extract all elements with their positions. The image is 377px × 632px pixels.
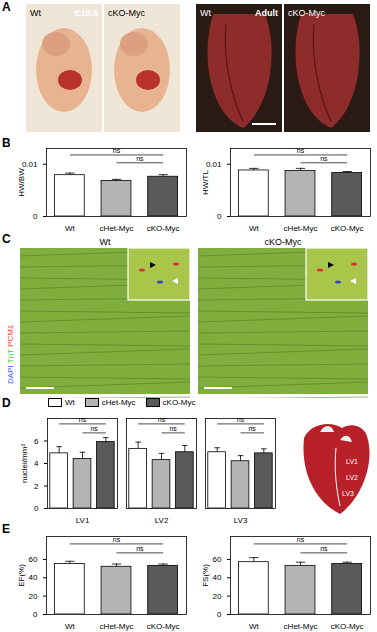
svg-text:ns: ns: [136, 155, 144, 162]
svg-text:Wt: Wt: [249, 224, 260, 233]
svg-text:LV2: LV2: [346, 474, 358, 481]
svg-text:40: 40: [29, 573, 38, 582]
svg-text:LV1: LV1: [76, 516, 90, 525]
svg-text:ns: ns: [320, 155, 328, 162]
svg-text:cKO-Myc: cKO-Myc: [265, 237, 302, 247]
svg-text:0.01: 0.01: [206, 160, 222, 169]
svg-text:0.01: 0.01: [22, 160, 38, 169]
svg-text:cKO-Myc: cKO-Myc: [288, 8, 325, 18]
svg-text:cKO-Myc: cKO-Myc: [147, 622, 180, 631]
html-text:A: A: [2, 0, 11, 14]
svg-text:0: 0: [33, 610, 38, 619]
svg-text:ns: ns: [237, 416, 245, 423]
svg-text:40: 40: [213, 573, 222, 582]
svg-text:ns: ns: [248, 425, 256, 432]
svg-text:ns: ns: [320, 545, 328, 552]
svg-text:cHet-Myc: cHet-Myc: [100, 622, 134, 631]
svg-text:HW/TL: HW/TL: [201, 170, 210, 195]
svg-text:60: 60: [213, 555, 222, 564]
svg-text:ns: ns: [158, 416, 166, 423]
svg-text:0: 0: [217, 610, 222, 619]
svg-text:ns: ns: [79, 416, 87, 423]
svg-text:cHet-Myc: cHet-Myc: [284, 224, 318, 233]
svg-text:E10.5: E10.5: [74, 8, 98, 18]
svg-text:ns: ns: [136, 545, 144, 552]
svg-text:0: 0: [34, 504, 39, 513]
svg-text:cKO-Myc: cKO-Myc: [331, 622, 364, 631]
html-text:cHet-Myc: cHet-Myc: [101, 398, 136, 407]
html-text:C: C: [2, 232, 11, 246]
svg-text:nuclei/mm²: nuclei/mm²: [20, 444, 29, 483]
svg-text:0: 0: [217, 212, 222, 221]
svg-text:Wt: Wt: [65, 224, 76, 233]
svg-text:Wt: Wt: [100, 237, 111, 247]
svg-text:Wt: Wt: [30, 8, 41, 18]
svg-text:0: 0: [33, 212, 38, 221]
html-text:Wt: Wt: [65, 398, 75, 407]
svg-text:LV3: LV3: [234, 516, 248, 525]
html-text:E: E: [2, 522, 10, 536]
svg-text:ns: ns: [169, 425, 177, 432]
svg-text:HW/BW: HW/BW: [17, 168, 26, 197]
svg-text:ns: ns: [113, 536, 121, 543]
svg-text:cHet-Myc: cHet-Myc: [284, 622, 318, 631]
svg-text:4: 4: [34, 459, 39, 468]
svg-text:20: 20: [213, 592, 222, 601]
svg-text:2: 2: [34, 482, 39, 491]
svg-text:cKO-Myc: cKO-Myc: [147, 224, 180, 233]
svg-text:20: 20: [29, 592, 38, 601]
html-text:cKO-Myc: cKO-Myc: [162, 398, 196, 407]
svg-text:ns: ns: [90, 425, 98, 432]
svg-text:Wt: Wt: [200, 8, 211, 18]
svg-text:Wt: Wt: [249, 622, 260, 631]
html-text:D: D: [2, 396, 11, 410]
svg-text:FS(%): FS(%): [201, 564, 210, 587]
svg-text:Adult: Adult: [255, 8, 278, 18]
svg-text:EF(%): EF(%): [17, 564, 26, 587]
svg-text:Wt: Wt: [65, 622, 76, 631]
svg-text:cKO-Myc: cKO-Myc: [108, 8, 145, 18]
svg-text:ns: ns: [296, 147, 305, 155]
svg-text:DAPI TnT PCM1: DAPI TnT PCM1: [6, 324, 15, 384]
svg-text:6: 6: [34, 437, 39, 446]
svg-text:LV1: LV1: [346, 458, 358, 465]
html-text:B: B: [2, 136, 11, 150]
svg-text:cHet-Myc: cHet-Myc: [100, 224, 134, 233]
svg-text:ns: ns: [112, 147, 121, 155]
svg-text:60: 60: [29, 555, 38, 564]
svg-text:cKO-Myc: cKO-Myc: [331, 224, 364, 233]
svg-text:LV3: LV3: [342, 490, 354, 497]
svg-text:LV2: LV2: [155, 516, 169, 525]
svg-text:ns: ns: [297, 536, 305, 543]
